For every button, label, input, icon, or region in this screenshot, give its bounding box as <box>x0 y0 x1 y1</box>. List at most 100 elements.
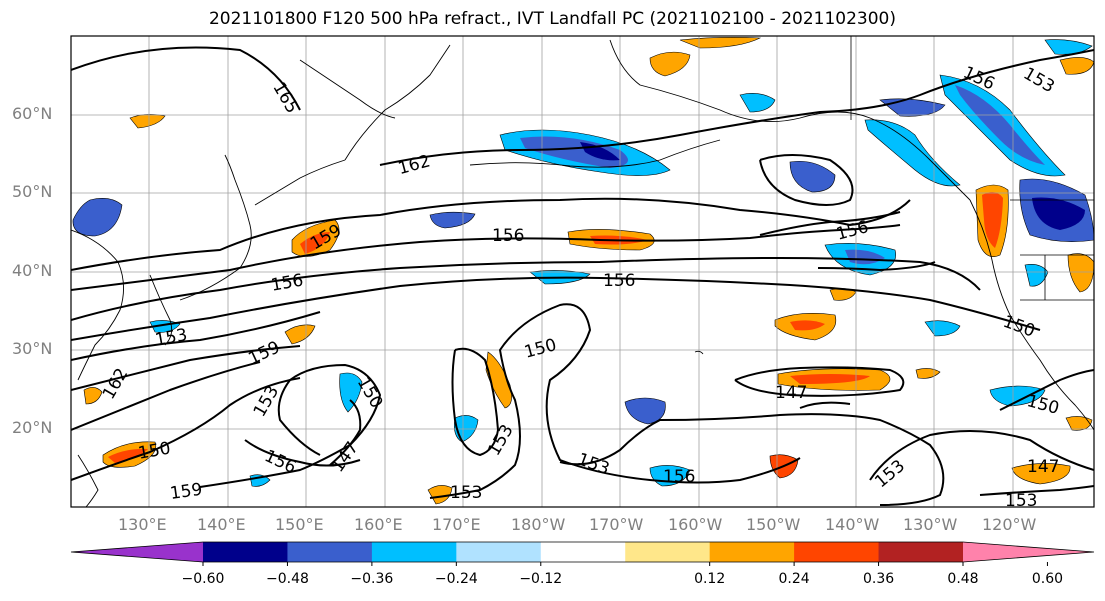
contour-line <box>999 369 1094 411</box>
contour-line <box>559 413 945 506</box>
negative-patch <box>429 211 476 229</box>
positive-patch <box>83 387 103 405</box>
negative-patch <box>339 372 363 413</box>
lat-label: 30°N <box>12 339 53 358</box>
contour-label: 156 <box>492 226 524 246</box>
positive-patch <box>108 448 148 463</box>
positive-patch <box>679 37 762 49</box>
colorbar-segment <box>203 542 288 562</box>
contour-line <box>71 224 901 291</box>
positive-patch <box>427 485 453 505</box>
positive-patch <box>649 51 691 77</box>
lat-label: 20°N <box>12 418 53 437</box>
contour-line <box>379 49 1094 166</box>
contour-line <box>71 311 321 361</box>
negative-patch <box>72 198 123 237</box>
lon-label: 130°E <box>118 515 167 534</box>
contour-line <box>451 347 500 457</box>
lat-label: 60°N <box>12 104 53 123</box>
contour-line <box>71 197 911 271</box>
colorbar-segment <box>878 542 964 562</box>
colorbar-tick-label: 0.36 <box>862 571 895 587</box>
colorbar-tick-label: −0.60 <box>181 571 225 587</box>
lon-label: 180°W <box>511 515 566 534</box>
positive-patch <box>1065 416 1093 431</box>
negative-patch <box>955 85 1045 165</box>
kuril-chain <box>254 159 346 206</box>
contour-line <box>817 261 936 272</box>
lon-label: 160°W <box>668 515 723 534</box>
contour-label: 153 <box>1005 491 1037 511</box>
colorbar-tick-label: −0.36 <box>350 571 394 587</box>
contour-line <box>71 46 301 111</box>
contour-line <box>429 303 801 499</box>
lon-label: 120°W <box>982 515 1037 534</box>
colorbar-segment <box>794 542 880 562</box>
contour-line <box>734 366 905 397</box>
map-plot-area: 165 162 159 156 156 156 156 153 156 159 … <box>71 36 1094 511</box>
positive-patch <box>1011 463 1071 485</box>
japan-coastline <box>179 154 252 301</box>
lat-label: 50°N <box>12 182 53 201</box>
alaska-coastline <box>609 39 971 201</box>
lon-label: 140°W <box>825 515 880 534</box>
negative-patch <box>520 136 628 168</box>
lat-label: 40°N <box>12 261 53 280</box>
contour-line <box>869 430 1094 481</box>
colorbar <box>70 541 1095 566</box>
negative-patch <box>739 93 776 113</box>
korea-coastline <box>149 274 173 346</box>
colorbar-tick-label: 0.24 <box>778 571 810 587</box>
positive-patch <box>284 324 316 345</box>
positive-patch <box>982 192 1003 248</box>
aleutian-chain <box>469 139 721 168</box>
positive-patch <box>300 232 330 254</box>
colorbar-tick-label: −0.24 <box>434 571 478 587</box>
colorbar-tick-label: 0.60 <box>1031 571 1064 587</box>
negative-patch <box>989 385 1046 407</box>
contour-line <box>979 485 1094 496</box>
siberia-coastline <box>299 59 396 119</box>
negative-patch <box>789 161 836 193</box>
contour-label: 159 <box>169 480 204 504</box>
lon-label: 140°E <box>197 515 246 534</box>
philippines-coastline <box>77 454 99 507</box>
north-america-coastline <box>969 199 1094 431</box>
contour-line <box>244 439 361 467</box>
colorbar-segment <box>371 542 457 562</box>
positive-patch <box>1067 253 1094 293</box>
colorbar-extend-low <box>71 542 203 562</box>
contour-line <box>199 363 382 488</box>
contour-label: 156 <box>603 271 635 291</box>
contour-label: 156 <box>663 467 695 487</box>
colorbar-segment <box>287 542 373 562</box>
map-title: 2021101800 F120 500 hPa refract., IVT La… <box>208 9 896 29</box>
contour-line <box>71 256 981 321</box>
refractivity-contours <box>71 46 1094 506</box>
lon-label: 170°W <box>589 515 644 534</box>
contour-label: 147 <box>1027 457 1059 477</box>
colorbar-tick-label: 0.48 <box>947 571 979 587</box>
lon-label: 130°W <box>903 515 958 534</box>
positive-patch <box>790 320 825 331</box>
negative-patch <box>864 119 961 187</box>
colorbar-segment <box>709 542 795 562</box>
contour-line <box>71 345 301 391</box>
lon-label: 150°E <box>275 515 324 534</box>
negative-patch <box>624 397 666 425</box>
graticule <box>71 36 1094 507</box>
contour-line <box>71 276 1041 341</box>
negative-patch <box>1032 197 1085 230</box>
hawaii-islands <box>694 350 704 355</box>
contour-line <box>71 361 261 431</box>
map-frame <box>70 35 1095 508</box>
lon-label: 160°E <box>354 515 403 534</box>
contour-line <box>759 154 854 206</box>
negative-patch <box>1044 39 1093 55</box>
borders <box>850 36 1094 301</box>
colorbar-segment <box>456 542 542 562</box>
colorbar-segment <box>625 542 711 562</box>
contour-label: 147 <box>775 383 807 403</box>
lon-label: 150°W <box>746 515 801 534</box>
shaded-anomaly-fields <box>72 37 1094 505</box>
